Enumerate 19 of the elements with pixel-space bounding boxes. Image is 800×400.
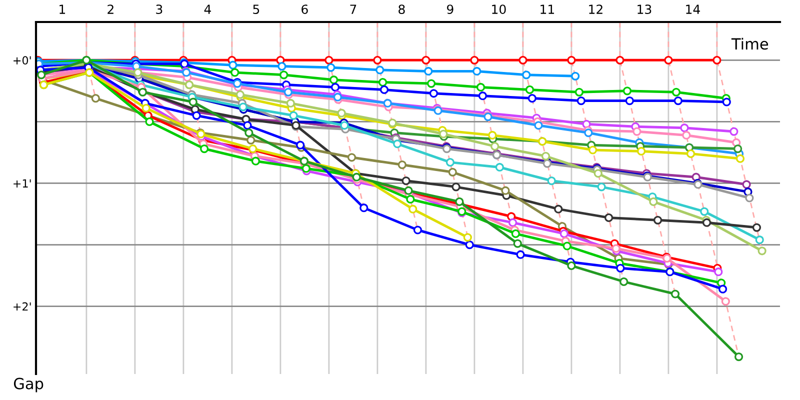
- x-tick-label: 9: [447, 4, 454, 14]
- x-tick-label: 13: [638, 4, 652, 14]
- y-axis-title: Gap: [14, 378, 44, 392]
- x-tick-label: 4: [204, 4, 211, 14]
- x-tick-label: 6: [302, 4, 308, 14]
- x-tick-label: 14: [686, 4, 700, 14]
- x-tick-label: 1: [60, 4, 66, 14]
- x-tick-label: 3: [156, 4, 162, 14]
- x-tick-label: 2: [108, 4, 114, 14]
- x-tick-label: 7: [350, 4, 356, 14]
- x-axis-title: Time: [731, 38, 768, 50]
- x-tick-label: 11: [540, 4, 554, 14]
- x-tick-label: 10: [492, 4, 506, 14]
- x-tick-label: 5: [253, 4, 260, 14]
- y-tick-label: +1': [14, 179, 31, 188]
- y-tick-label: +0': [14, 56, 31, 65]
- y-tick-label: +2': [14, 302, 31, 311]
- x-tick-label: 12: [589, 4, 602, 14]
- x-tick-label: 8: [398, 4, 405, 14]
